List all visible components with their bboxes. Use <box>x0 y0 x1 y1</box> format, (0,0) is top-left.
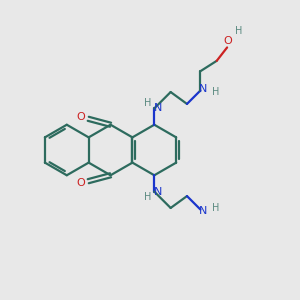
Text: N: N <box>154 103 162 113</box>
Text: N: N <box>199 206 208 216</box>
Text: H: H <box>212 203 219 213</box>
Text: N: N <box>154 187 162 196</box>
Text: H: H <box>212 87 219 97</box>
Text: H: H <box>144 98 152 108</box>
Text: O: O <box>76 112 85 122</box>
Text: H: H <box>144 192 152 202</box>
Text: N: N <box>199 84 208 94</box>
Text: O: O <box>224 36 232 46</box>
Text: O: O <box>76 178 85 188</box>
Text: H: H <box>235 26 243 36</box>
